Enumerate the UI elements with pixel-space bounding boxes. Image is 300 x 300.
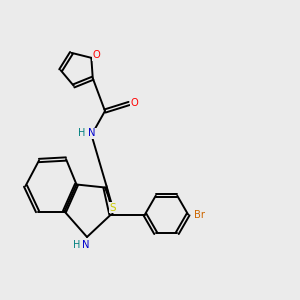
Text: N: N (82, 240, 89, 250)
Text: O: O (130, 98, 138, 109)
Text: H: H (78, 128, 85, 139)
Text: Br: Br (194, 209, 205, 220)
Text: N: N (88, 128, 96, 139)
Text: H: H (73, 240, 80, 250)
Text: O: O (93, 50, 100, 60)
Text: S: S (110, 202, 116, 213)
